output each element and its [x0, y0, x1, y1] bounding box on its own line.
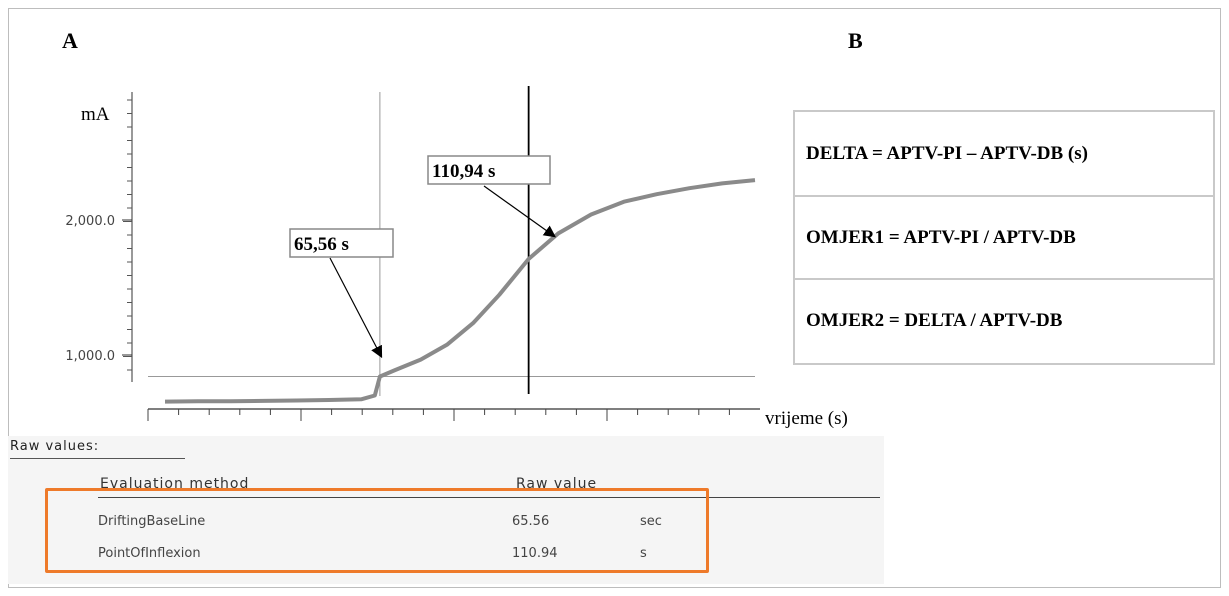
- header-divider: [98, 497, 880, 498]
- panel-label-b: B: [848, 28, 863, 53]
- raw-values-title: Raw values:: [10, 439, 100, 454]
- formula-omjer2: OMJER2 = DELTA / APTV-DB: [795, 278, 1213, 361]
- x-axis-label: vrijeme (s): [765, 408, 848, 429]
- figure-frame: [8, 8, 1221, 588]
- formula-box: DELTA = APTV-PI – APTV-DB (s) OMJER1 = A…: [793, 110, 1215, 365]
- y-tick-label: 1,000.0: [65, 349, 115, 364]
- row-value: 65.56: [512, 514, 550, 529]
- formula-omjer1: OMJER1 = APTV-PI / APTV-DB: [795, 195, 1213, 278]
- panel-label-a: A: [62, 28, 78, 53]
- row-unit: sec: [640, 514, 662, 529]
- raw-values-panel: [8, 436, 884, 584]
- formula-delta: DELTA = APTV-PI – APTV-DB (s): [806, 142, 1088, 164]
- y-tick-label: 2,000.0: [65, 214, 115, 229]
- marker-label-db-box: [289, 228, 394, 258]
- row-method: DriftingBaseLine: [98, 514, 206, 529]
- marker-label-pi-box: [427, 155, 551, 185]
- raw-values-underline: [10, 458, 185, 459]
- series-line: [164, 178, 756, 404]
- y-axis-label: mA: [81, 104, 110, 125]
- row-method: PointOfInflexion: [98, 546, 201, 561]
- arrow-db: [329, 257, 383, 359]
- marker-label-db: 65,56 s: [294, 234, 349, 255]
- row-value: 110.94: [512, 546, 558, 561]
- raw-values-highlight: [45, 488, 709, 573]
- row-unit: s: [640, 546, 647, 561]
- arrow-pi: [483, 185, 556, 238]
- marker-label-pi: 110,94 s: [432, 161, 495, 182]
